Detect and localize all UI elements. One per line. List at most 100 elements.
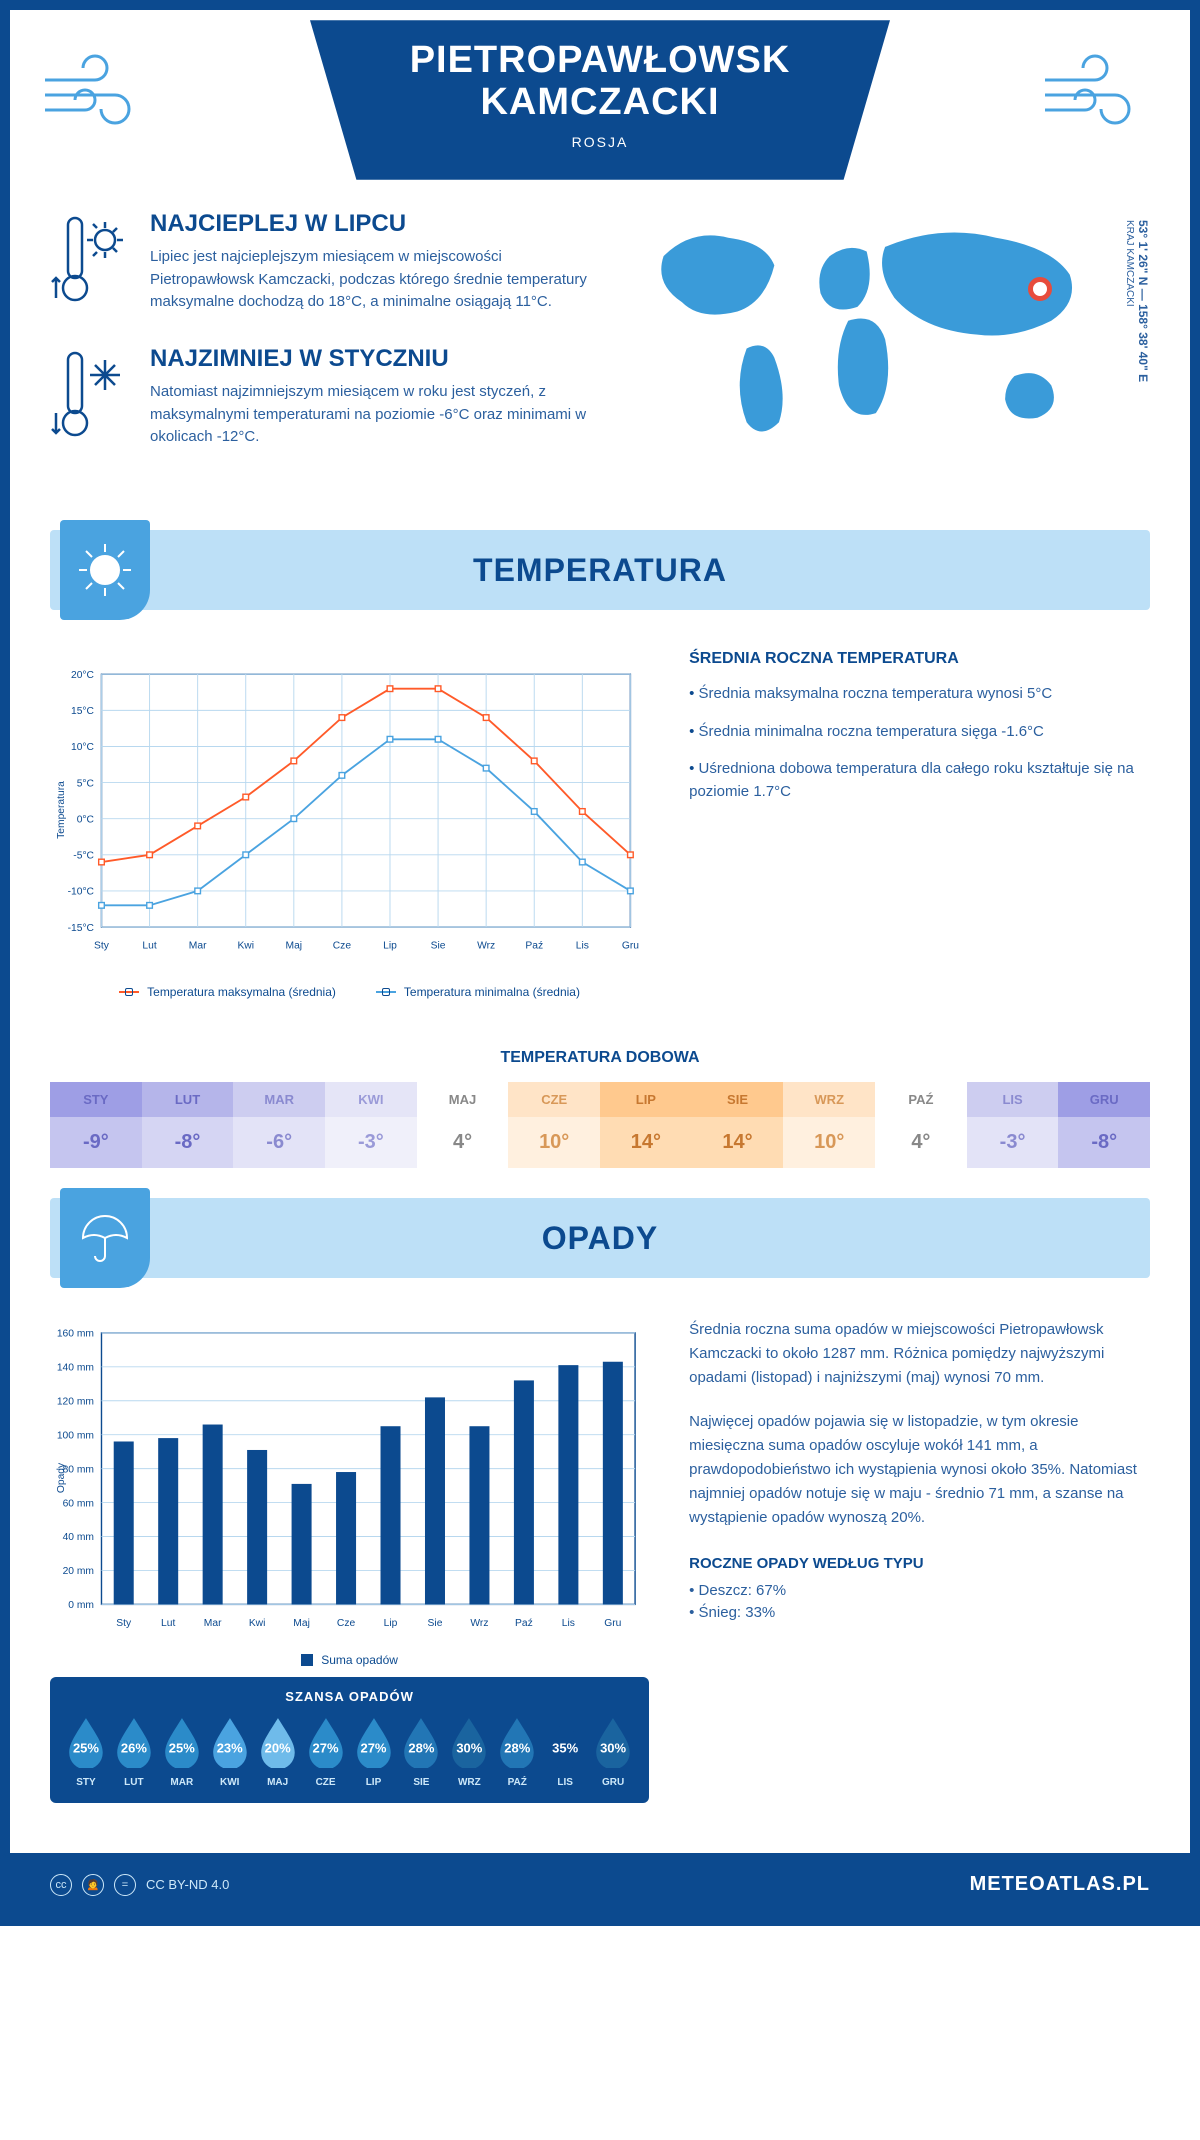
daily-temp-cell: LIS-3°: [967, 1082, 1059, 1168]
temp-info-item: Średnia maksymalna roczna temperatura wy…: [689, 683, 1150, 706]
daily-temp-cell: MAR-6°: [233, 1082, 325, 1168]
svg-text:Sty: Sty: [94, 941, 110, 952]
svg-text:140 mm: 140 mm: [57, 1363, 94, 1374]
page: PIETROPAWŁOWSKKAMCZACKI ROSJA: [0, 0, 1200, 1926]
precipitation-chart: 0 mm20 mm40 mm60 mm80 mm100 mm120 mm140 …: [50, 1318, 649, 1803]
svg-text:Kwi: Kwi: [237, 941, 254, 952]
svg-text:Lip: Lip: [383, 941, 397, 952]
daily-temp-cell: LUT-8°: [142, 1082, 234, 1168]
daily-temp-cell: GRU-8°: [1058, 1082, 1150, 1168]
chance-drop: 28%PAŹ: [496, 1716, 538, 1788]
coldest-block: NAJZIMNIEJ W STYCZNIU Natomiast najzimni…: [50, 345, 605, 450]
thermometer-snow-icon: [50, 345, 130, 450]
daily-temp-cell: PAŹ4°: [875, 1082, 967, 1168]
svg-text:100 mm: 100 mm: [57, 1430, 94, 1441]
temp-info-item: Średnia minimalna roczna temperatura się…: [689, 721, 1150, 744]
precip-type-item: Śnieg: 33%: [689, 1604, 1150, 1621]
svg-text:Cze: Cze: [333, 941, 352, 952]
nd-icon: =: [114, 1874, 136, 1896]
svg-text:20°C: 20°C: [71, 670, 95, 681]
svg-text:Lis: Lis: [562, 1618, 575, 1629]
precipitation-chance-box: SZANSA OPADÓW 25%STY26%LUT25%MAR23%KWI20…: [50, 1677, 649, 1803]
svg-text:Wrz: Wrz: [477, 941, 495, 952]
svg-text:Kwi: Kwi: [249, 1618, 266, 1629]
wind-icon: [1040, 50, 1160, 130]
world-map: [645, 210, 1107, 450]
svg-text:20 mm: 20 mm: [63, 1566, 94, 1577]
svg-text:Sty: Sty: [116, 1618, 132, 1629]
title-banner: PIETROPAWŁOWSKKAMCZACKI ROSJA: [310, 20, 890, 180]
precip-para: Najwięcej opadów pojawia się w listopadz…: [689, 1410, 1150, 1530]
chance-drop: 26%LUT: [113, 1716, 155, 1788]
daily-temp-cell: SIE14°: [692, 1082, 784, 1168]
svg-text:Lut: Lut: [161, 1618, 175, 1629]
legend-precip: Suma opadów: [301, 1653, 398, 1667]
svg-text:Mar: Mar: [204, 1618, 222, 1629]
coldest-text: Natomiast najzimniejszym miesiącem w rok…: [150, 381, 605, 449]
section-title: OPADY: [542, 1220, 658, 1257]
chance-drop: 35%LIS: [544, 1716, 586, 1788]
svg-text:160 mm: 160 mm: [57, 1329, 94, 1340]
highlights-row: NAJCIEPLEJ W LIPCU Lipiec jest najcieple…: [10, 190, 1190, 510]
sun-icon: [60, 520, 150, 620]
coordinates-label: 53° 1' 26" N — 158° 38' 40" E KRAJ KAMCZ…: [1122, 210, 1150, 382]
svg-text:Lip: Lip: [384, 1618, 398, 1629]
wind-icon: [40, 50, 160, 130]
daily-temp-table: STY-9°LUT-8°MAR-6°KWI-3°MAJ4°CZE10°LIP14…: [50, 1082, 1150, 1168]
svg-text:Lis: Lis: [576, 941, 589, 952]
thermometer-sun-icon: [50, 210, 130, 315]
temperature-chart: -15°C-10°C-5°C0°C5°C10°C15°C20°CStyLutMa…: [50, 650, 649, 999]
chance-drop: 30%WRZ: [448, 1716, 490, 1788]
legend-max: Temperatura maksymalna (średnia): [119, 985, 336, 999]
svg-text:Paź: Paź: [525, 941, 543, 952]
temperature-section-header: TEMPERATURA: [50, 530, 1150, 610]
svg-text:Opady: Opady: [56, 1462, 67, 1493]
temp-info-item: Uśredniona dobowa temperatura dla całego…: [689, 758, 1150, 803]
warmest-title: NAJCIEPLEJ W LIPCU: [150, 210, 605, 238]
section-title: TEMPERATURA: [473, 552, 727, 589]
svg-text:Gru: Gru: [604, 1618, 621, 1629]
precip-para: Średnia roczna suma opadów w miejscowośc…: [689, 1318, 1150, 1390]
warmest-text: Lipiec jest najcieplejszym miesiącem w m…: [150, 246, 605, 314]
precipitation-summary: Średnia roczna suma opadów w miejscowośc…: [689, 1318, 1150, 1803]
svg-text:Gru: Gru: [622, 941, 639, 952]
daily-temp-cell: KWI-3°: [325, 1082, 417, 1168]
chance-drop: 27%LIP: [353, 1716, 395, 1788]
by-icon: 🙍: [82, 1874, 104, 1896]
cc-icon: cc: [50, 1874, 72, 1896]
svg-text:Cze: Cze: [337, 1618, 356, 1629]
temp-info-title: ŚREDNIA ROCZNA TEMPERATURA: [689, 650, 1150, 668]
svg-text:10°C: 10°C: [71, 742, 95, 753]
precip-type-item: Deszcz: 67%: [689, 1582, 1150, 1599]
svg-text:0°C: 0°C: [77, 814, 95, 825]
daily-temp-cell: CZE10°: [508, 1082, 600, 1168]
svg-text:Maj: Maj: [286, 941, 303, 952]
svg-text:Paź: Paź: [515, 1618, 533, 1629]
chance-drop: 23%KWI: [209, 1716, 251, 1788]
daily-temp-cell: LIP14°: [600, 1082, 692, 1168]
location-marker-icon: [1028, 277, 1052, 301]
svg-text:-10°C: -10°C: [68, 887, 95, 898]
precipitation-section-header: OPADY: [50, 1198, 1150, 1278]
legend-min: Temperatura minimalna (średnia): [376, 985, 580, 999]
svg-text:-5°C: -5°C: [73, 851, 94, 862]
brand-label: METEOATLAS.PL: [970, 1873, 1150, 1896]
chance-drop: 30%GRU: [592, 1716, 634, 1788]
precip-type-title: ROCZNE OPADY WEDŁUG TYPU: [689, 1555, 1150, 1572]
chance-drop: 25%MAR: [161, 1716, 203, 1788]
svg-text:80 mm: 80 mm: [63, 1464, 94, 1475]
svg-text:60 mm: 60 mm: [63, 1498, 94, 1509]
temperature-summary: ŚREDNIA ROCZNA TEMPERATURA Średnia maksy…: [689, 650, 1150, 999]
svg-text:-15°C: -15°C: [68, 923, 95, 934]
chance-drop: 25%STY: [65, 1716, 107, 1788]
svg-text:5°C: 5°C: [77, 778, 95, 789]
daily-temp-cell: WRZ10°: [783, 1082, 875, 1168]
chance-title: SZANSA OPADÓW: [65, 1689, 634, 1704]
svg-text:0 mm: 0 mm: [68, 1600, 94, 1611]
footer: cc 🙍 = CC BY-ND 4.0 METEOATLAS.PL: [10, 1853, 1190, 1916]
country-label: ROSJA: [370, 134, 830, 150]
chance-drop: 20%MAJ: [257, 1716, 299, 1788]
daily-temp-title: TEMPERATURA DOBOWA: [10, 1049, 1190, 1067]
license-label: cc 🙍 = CC BY-ND 4.0: [50, 1874, 229, 1896]
svg-text:Lut: Lut: [142, 941, 156, 952]
